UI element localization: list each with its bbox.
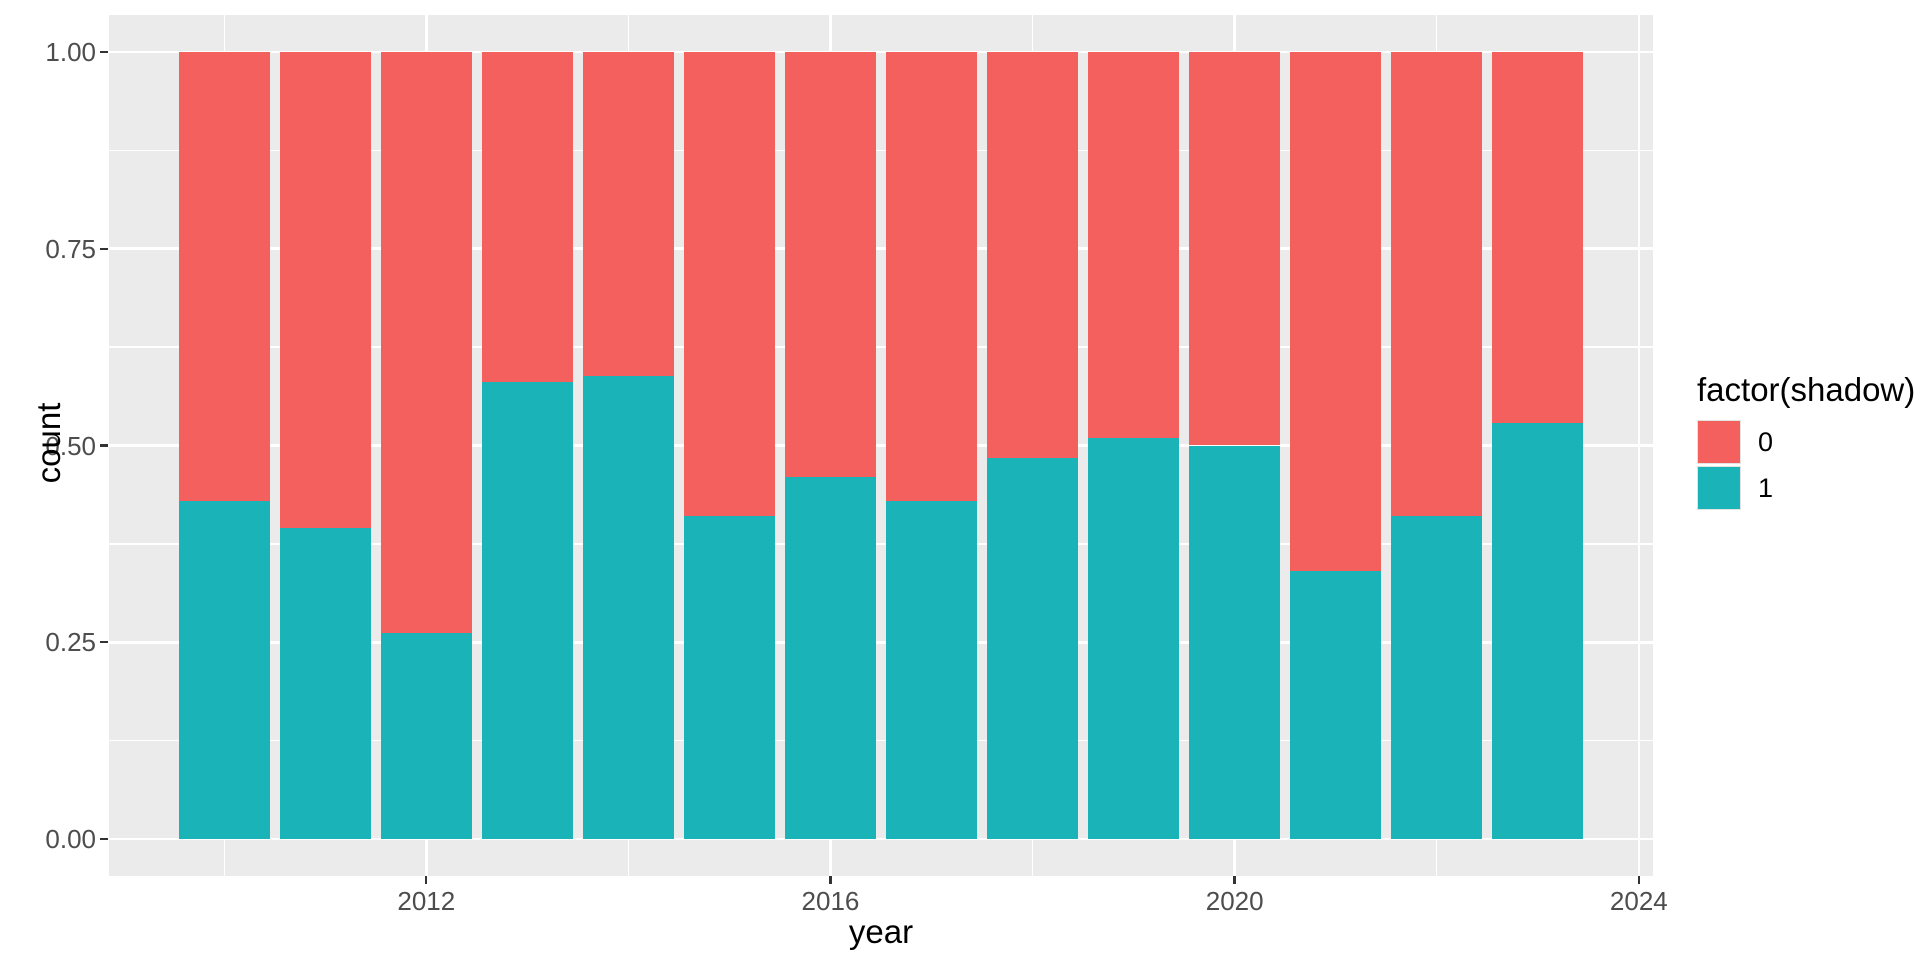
y-tick-label: 1.00 xyxy=(45,36,96,67)
bar-segment-2012-shadow0 xyxy=(380,51,472,633)
x-tick-mark xyxy=(425,876,428,884)
bar-segment-2022-shadow1 xyxy=(1391,516,1483,839)
y-tick-mark xyxy=(100,50,108,54)
bar-segment-2019-shadow0 xyxy=(1088,51,1180,439)
y-minor-gridline xyxy=(109,543,1653,545)
bar-segment-2017-shadow0 xyxy=(886,51,977,502)
bar-segment-2010-shadow1 xyxy=(178,501,270,839)
x-tick-label: 2024 xyxy=(1609,886,1668,916)
legend-label-1: 1 xyxy=(1758,472,1774,503)
bar-segment-2015-shadow1 xyxy=(683,516,775,839)
y-tick-mark xyxy=(100,641,108,644)
x-tick-label: 2020 xyxy=(1205,886,1264,916)
bar-segment-2016-shadow1 xyxy=(785,476,876,839)
y-tick-label: 0.50 xyxy=(45,430,96,461)
bar-segment-2013-shadow0 xyxy=(481,51,573,382)
legend-key-swatch-1 xyxy=(1697,466,1741,510)
y-minor-gridline xyxy=(109,149,1653,151)
y-tick-label: 0.00 xyxy=(45,824,96,854)
x-tick-label: 2016 xyxy=(801,886,860,916)
bar-segment-2019-shadow1 xyxy=(1088,438,1180,839)
bar-segment-2014-shadow1 xyxy=(582,376,674,839)
bar-segment-2014-shadow0 xyxy=(582,51,674,377)
bar-segment-2015-shadow0 xyxy=(683,51,775,517)
legend-item-shadow-0: 0 xyxy=(1697,420,1917,464)
bar-segment-2017-shadow1 xyxy=(886,501,977,839)
x-axis-title: year xyxy=(848,913,914,950)
legend-title: factor(shadow) xyxy=(1697,371,1916,408)
legend-key-swatch-0 xyxy=(1697,420,1741,464)
y-major-gridline xyxy=(109,444,1653,447)
y-tick-label: 0.25 xyxy=(45,627,96,658)
y-major-gridline xyxy=(109,837,1653,841)
y-tick-mark xyxy=(100,247,108,250)
bar-segment-2018-shadow1 xyxy=(987,458,1079,839)
bar-segment-2021-shadow1 xyxy=(1290,570,1382,839)
bar-segment-2020-shadow1 xyxy=(1189,445,1281,839)
y-minor-gridline xyxy=(109,346,1653,348)
bar-segment-2023-shadow0 xyxy=(1492,51,1584,423)
bar-segment-2016-shadow0 xyxy=(785,51,876,477)
y-major-gridline xyxy=(109,247,1653,250)
bar-segment-2010-shadow0 xyxy=(178,51,270,502)
plot-panel xyxy=(109,15,1653,876)
bar-segment-2011-shadow0 xyxy=(279,51,371,529)
bar-segment-2011-shadow1 xyxy=(279,528,371,839)
x-tick-mark xyxy=(1637,876,1641,884)
y-tick-mark xyxy=(100,837,108,841)
bar-segment-2022-shadow0 xyxy=(1391,51,1483,517)
bar-segment-2020-shadow0 xyxy=(1189,51,1281,446)
x-tick-label: 2012 xyxy=(397,886,456,916)
bar-segment-2023-shadow1 xyxy=(1492,422,1584,839)
y-major-gridline xyxy=(109,641,1653,644)
y-major-gridline xyxy=(109,50,1653,54)
legend-label-0: 0 xyxy=(1758,426,1774,457)
bar-segment-2021-shadow0 xyxy=(1290,51,1382,571)
y-tick-label: 0.75 xyxy=(45,233,96,264)
bar-segment-2012-shadow1 xyxy=(380,632,472,839)
legend: factor(shadow) 0 1 xyxy=(1697,370,1917,512)
x-tick-mark xyxy=(829,876,832,884)
bar-segment-2018-shadow0 xyxy=(987,51,1079,459)
bar-segment-2013-shadow1 xyxy=(481,381,573,839)
y-tick-mark xyxy=(100,444,108,447)
x-major-gridline xyxy=(1637,15,1641,876)
legend-item-shadow-1: 1 xyxy=(1697,466,1917,510)
y-minor-gridline xyxy=(109,739,1653,742)
x-tick-mark xyxy=(1233,876,1236,884)
y-axis-title: count xyxy=(29,402,67,484)
